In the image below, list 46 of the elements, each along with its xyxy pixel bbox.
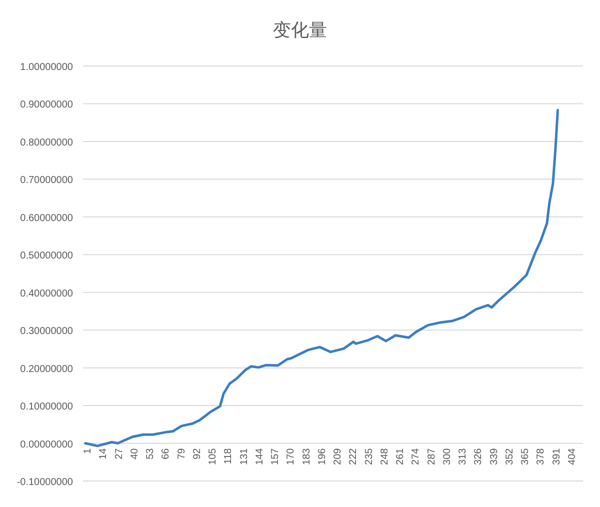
y-tick-label: 0.60000000 [20,212,74,224]
x-tick-label: 66 [160,448,172,460]
x-tick-label: 222 [348,448,360,465]
x-tick-label: 313 [458,448,469,465]
x-tick-label: 27 [114,448,125,460]
x-tick-label: 53 [145,448,156,460]
x-tick-label: 300 [442,448,453,465]
y-tick-label: 0.80000000 [20,137,74,148]
x-tick-label: 261 [395,448,406,465]
x-tick-label: 170 [286,448,297,465]
x-tick-label: 274 [410,448,422,465]
x-tick-label: 92 [192,448,203,460]
y-tick-label: 0.70000000 [20,175,74,186]
y-tick-label: 0.30000000 [20,326,74,338]
x-tick-label: 118 [223,448,234,464]
x-tick-label: 105 [208,448,219,465]
line-series [84,108,560,448]
y-tick-label: 0.00000000 [20,439,74,450]
x-tick-label: 183 [301,448,312,465]
chart-title: 变化量 [273,20,327,40]
x-tick-label: 365 [520,448,532,465]
x-tick-label: 378 [536,448,547,465]
x-tick-label: 209 [332,448,344,465]
y-tick-label: -0.10000000 [16,477,74,488]
x-tick-label: 339 [488,448,500,465]
y-tick-label: 0.20000000 [20,364,74,375]
y-tick-label: 0.50000000 [20,250,74,262]
y-tick-label: 0.40000000 [20,288,74,300]
y-tick-label: 0.90000000 [20,100,74,111]
x-tick-label: 352 [504,448,516,465]
x-tick-label: 196 [316,448,328,465]
x-tick-label: 1 [82,448,94,454]
x-tick-label: 248 [379,448,390,465]
y-tick-label: 0.10000000 [20,402,74,413]
x-tick-label: 157 [270,448,282,465]
x-tick-label: 40 [129,448,140,460]
x-tick-label: 144 [254,448,266,465]
x-tick-label: 404 [566,448,578,465]
x-tick-label: 287 [426,448,438,465]
y-tick-label: 1.00000000 [20,62,74,73]
x-tick-label: 326 [473,448,484,465]
x-tick-label: 391 [551,448,562,465]
x-tick-label: 235 [364,448,375,465]
x-tick-label: 14 [98,448,110,460]
x-tick-label: 79 [176,448,188,460]
x-tick-label: 131 [238,448,250,465]
